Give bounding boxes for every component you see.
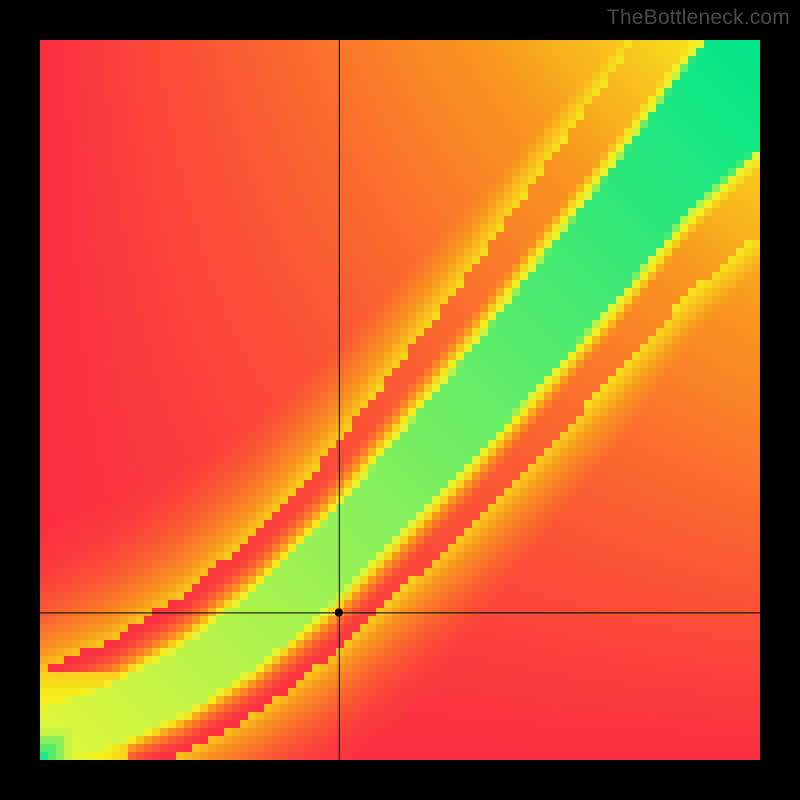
- watermark-text: TheBottleneck.com: [607, 6, 790, 30]
- chart-container: TheBottleneck.com: [0, 0, 800, 800]
- bottleneck-heatmap: [40, 40, 760, 760]
